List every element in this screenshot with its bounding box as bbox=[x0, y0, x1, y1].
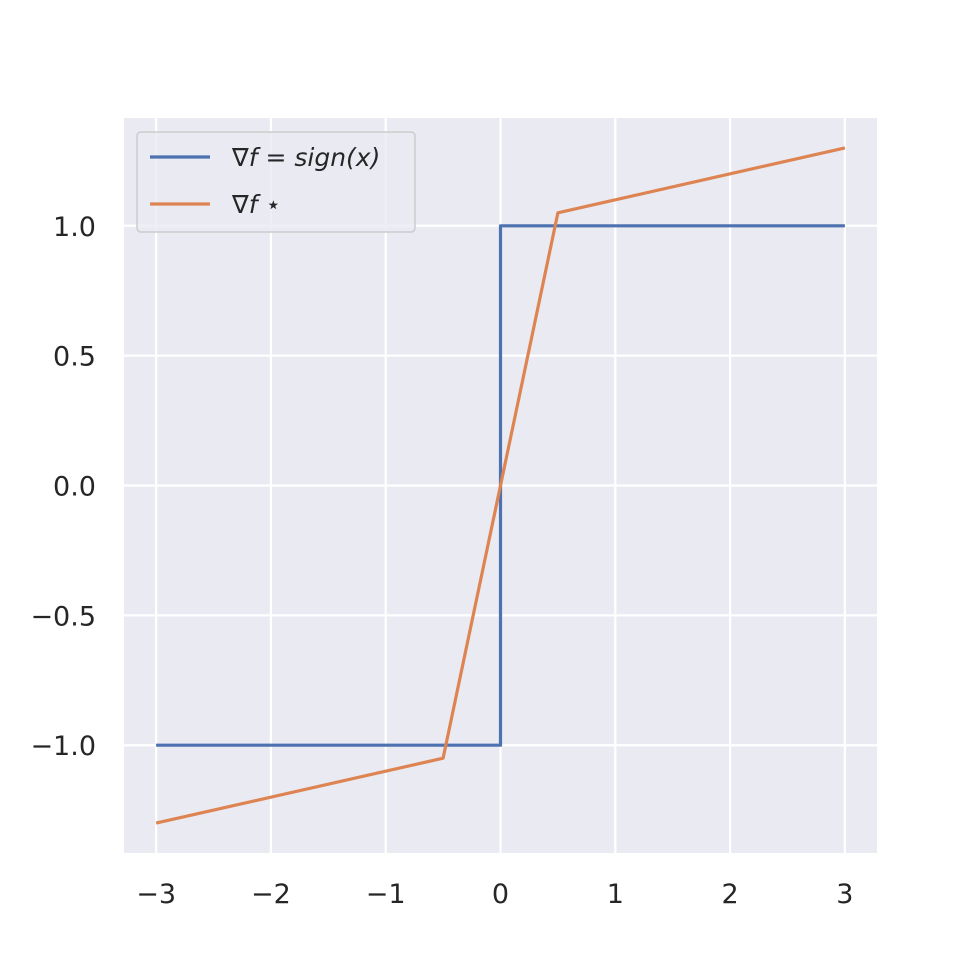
x-tick-label: −3 bbox=[136, 879, 176, 910]
legend-label-fstar: ∇f ⋆ bbox=[231, 190, 281, 219]
y-tick-label: −0.5 bbox=[30, 601, 96, 632]
y-axis-ticks: 1.0 0.5 0.0 −0.5 −1.0 bbox=[30, 212, 96, 762]
x-tick-label: 2 bbox=[721, 879, 738, 910]
x-tick-label: 0 bbox=[492, 879, 509, 910]
x-tick-label: −1 bbox=[366, 879, 406, 910]
y-tick-label: 0.5 bbox=[53, 342, 96, 373]
y-tick-label: 1.0 bbox=[53, 212, 96, 243]
series-layer bbox=[155, 146, 846, 825]
x-tick-label: 3 bbox=[836, 879, 853, 910]
x-tick-label: −2 bbox=[251, 879, 291, 910]
legend: ∇f = sign(x) ∇f ⋆ bbox=[136, 131, 416, 233]
legend-label-sign: ∇f = sign(x) bbox=[231, 143, 380, 172]
y-tick-label: 0.0 bbox=[53, 472, 96, 503]
x-tick-label: 1 bbox=[607, 879, 624, 910]
series-line-fstar bbox=[155, 146, 846, 825]
x-axis-ticks: −3 −2 −1 0 1 2 3 bbox=[136, 879, 853, 910]
y-tick-label: −1.0 bbox=[30, 731, 96, 762]
